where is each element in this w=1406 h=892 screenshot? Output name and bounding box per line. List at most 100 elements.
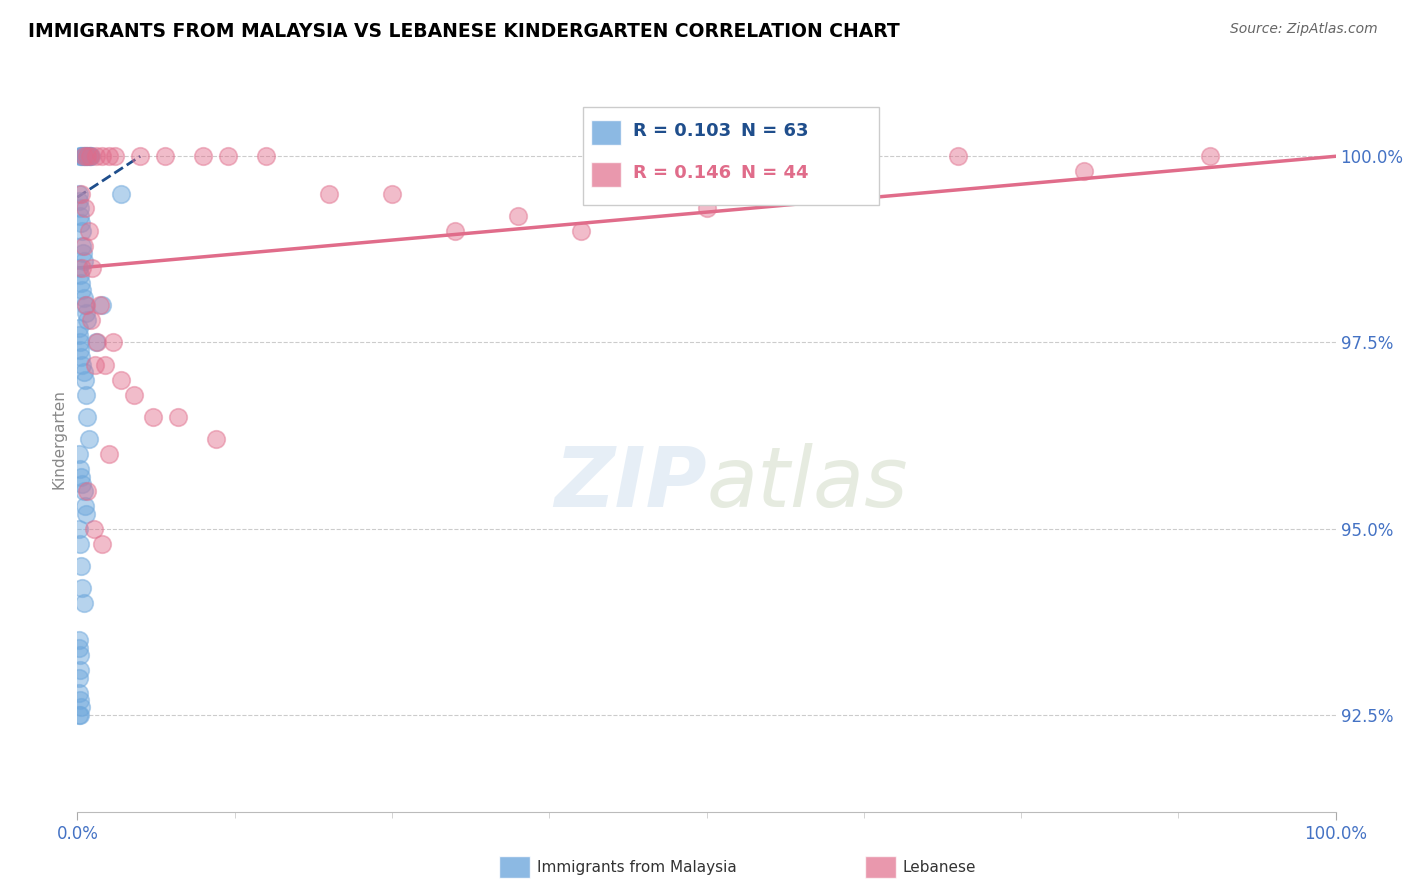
Point <box>97 149 120 163</box>
Point <box>75 387 97 401</box>
Point <box>69 663 91 677</box>
Point <box>72 358 94 372</box>
Point <box>70 276 93 290</box>
Point <box>104 149 127 163</box>
Point <box>76 149 98 163</box>
Point <box>1198 149 1220 163</box>
Point <box>70 216 93 230</box>
Point <box>67 671 90 685</box>
Point <box>77 224 100 238</box>
Point <box>72 149 94 163</box>
Point <box>76 484 98 499</box>
Point <box>91 149 114 163</box>
Point <box>84 358 107 372</box>
Point <box>67 260 90 275</box>
Point <box>70 700 93 714</box>
Y-axis label: Kindergarten: Kindergarten <box>51 390 66 489</box>
Point <box>72 484 94 499</box>
Point <box>70 149 93 163</box>
Point <box>72 149 94 163</box>
Point <box>1073 164 1095 178</box>
Point <box>84 149 107 163</box>
Point <box>69 693 91 707</box>
Point <box>72 238 94 252</box>
Point <box>381 186 404 201</box>
Point <box>72 283 94 297</box>
Point <box>129 149 152 163</box>
Point <box>72 260 94 275</box>
Point <box>67 640 90 655</box>
Point <box>83 522 105 536</box>
Point <box>122 387 145 401</box>
Point <box>72 596 94 610</box>
Point <box>91 536 114 550</box>
Point <box>84 335 107 350</box>
Point <box>69 149 91 163</box>
Point <box>69 335 91 350</box>
Point <box>67 707 90 722</box>
Text: atlas: atlas <box>707 443 908 524</box>
Text: ZIP: ZIP <box>554 443 707 524</box>
Point <box>444 224 467 238</box>
Text: N = 63: N = 63 <box>741 122 808 140</box>
Point <box>72 581 94 595</box>
Point <box>72 246 94 260</box>
Point <box>73 202 96 216</box>
Point <box>75 507 97 521</box>
Point <box>73 298 96 312</box>
Point <box>70 558 93 573</box>
Point <box>948 149 970 163</box>
Point <box>72 477 94 491</box>
Point <box>254 149 277 163</box>
Point <box>69 343 91 357</box>
Point <box>67 194 90 208</box>
Point <box>73 149 96 163</box>
Point <box>75 298 97 312</box>
Point <box>67 186 90 201</box>
Point <box>69 536 91 550</box>
Point <box>69 209 91 223</box>
Point <box>155 149 177 163</box>
Point <box>94 358 117 372</box>
Point <box>67 320 90 334</box>
Text: Immigrants from Malaysia: Immigrants from Malaysia <box>537 860 737 874</box>
Point <box>821 149 844 163</box>
Point <box>80 313 103 327</box>
Text: R = 0.146: R = 0.146 <box>633 164 731 182</box>
Point <box>72 149 94 163</box>
Point <box>67 447 90 461</box>
Point <box>77 432 100 446</box>
Point <box>72 365 94 379</box>
Point <box>696 202 718 216</box>
Point <box>70 351 93 365</box>
Point <box>67 685 90 699</box>
Point <box>70 186 93 201</box>
Point <box>86 335 108 350</box>
Point <box>70 224 93 238</box>
Point <box>67 633 90 648</box>
Point <box>72 291 94 305</box>
Point <box>91 298 114 312</box>
Point <box>79 149 101 163</box>
Point <box>142 409 165 424</box>
Point <box>110 186 132 201</box>
Point <box>73 373 96 387</box>
Text: Source: ZipAtlas.com: Source: ZipAtlas.com <box>1230 22 1378 37</box>
Point <box>80 149 103 163</box>
Point <box>76 313 98 327</box>
Point <box>72 253 94 268</box>
Point <box>217 149 239 163</box>
Point <box>97 447 120 461</box>
Point <box>167 409 190 424</box>
Point <box>569 224 592 238</box>
Point <box>82 260 104 275</box>
Point <box>204 432 226 446</box>
Point <box>318 186 340 201</box>
Point <box>69 202 91 216</box>
Point <box>69 268 91 283</box>
Point <box>79 149 101 163</box>
Point <box>70 469 93 483</box>
Point <box>67 522 90 536</box>
Point <box>67 328 90 343</box>
Point <box>191 149 215 163</box>
